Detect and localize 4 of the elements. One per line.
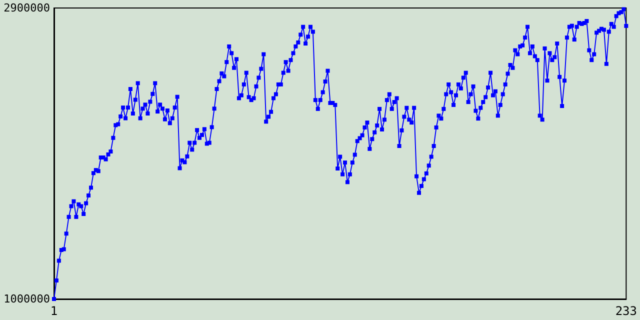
x-tick-label: 233: [615, 304, 638, 318]
y-tick-label: 1000000: [4, 292, 50, 306]
y-tick-label: 2900000: [4, 2, 50, 14]
x-tick-label: 1: [50, 304, 58, 318]
